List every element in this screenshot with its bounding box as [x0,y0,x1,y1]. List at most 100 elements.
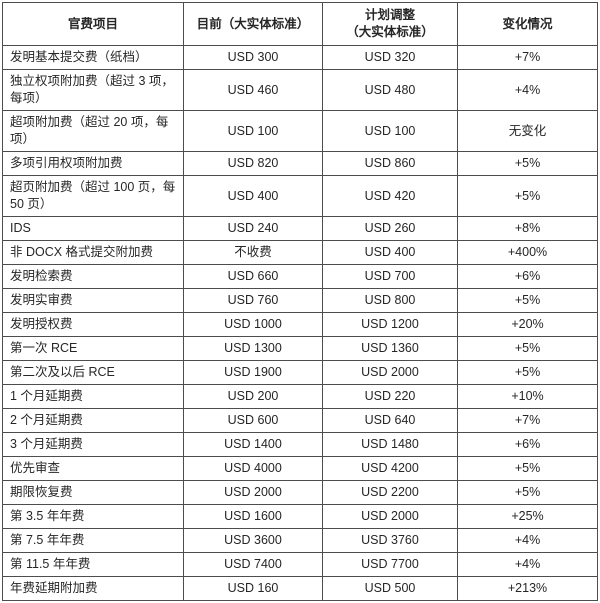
table-row: 第一次 RCE USD 1300 USD 1360 +5% [2,336,598,361]
fee-item-cell: 第 7.5 年年费 [2,528,184,553]
current-fee-cell: USD 1400 [183,432,323,457]
table-row: 超页附加费（超过 100 页，每 50 页） USD 400 USD 420 +5% [2,175,598,217]
fee-table-body: 发明基本提交费（纸档） USD 300 USD 320 +7% 独立权项附加费（超过 3… [2,45,598,601]
header-current-fee: 目前（大实体标准） [183,2,323,46]
current-fee-cell: USD 1300 [183,336,323,361]
current-fee-cell: USD 4000 [183,456,323,481]
current-fee-cell: USD 1600 [183,504,323,529]
planned-fee-cell: USD 260 [322,216,458,241]
fee-item-cell: 超页附加费（超过 100 页，每 50 页） [2,175,184,217]
header-fee-item: 官费项目 [2,2,184,46]
change-cell: +213% [457,576,598,601]
current-fee-cell: USD 100 [183,110,323,152]
table-row: 第 3.5 年年费 USD 1600 USD 2000 +25% [2,504,598,529]
table-row: 发明检索费 USD 660 USD 700 +6% [2,264,598,289]
table-row: 超项附加费（超过 20 项，每项） USD 100 USD 100 无变化 [2,110,598,152]
current-fee-cell: USD 200 [183,384,323,409]
planned-fee-cell: USD 1480 [322,432,458,457]
fee-item-cell: 发明实审费 [2,288,184,313]
fee-item-cell: 发明基本提交费（纸档） [2,45,184,70]
change-cell: +4% [457,552,598,577]
change-cell: +20% [457,312,598,337]
fee-item-cell: 1 个月延期费 [2,384,184,409]
table-row: 独立权项附加费（超过 3 项，每项） USD 460 USD 480 +4% [2,69,598,111]
current-fee-cell: USD 660 [183,264,323,289]
table-row: 3 个月延期费 USD 1400 USD 1480 +6% [2,432,598,457]
planned-fee-cell: USD 500 [322,576,458,601]
current-fee-cell: USD 300 [183,45,323,70]
planned-fee-cell: USD 480 [322,69,458,111]
table-row: 1 个月延期费 USD 200 USD 220 +10% [2,384,598,409]
header-planned-fee: 计划调整 （大实体标准） [322,2,458,46]
planned-fee-cell: USD 1360 [322,336,458,361]
planned-fee-cell: USD 640 [322,408,458,433]
change-cell: +4% [457,528,598,553]
change-cell: +5% [457,336,598,361]
table-row: IDS USD 240 USD 260 +8% [2,216,598,241]
change-cell: +8% [457,216,598,241]
change-cell: 无变化 [457,110,598,152]
table-row: 多项引用权项附加费 USD 820 USD 860 +5% [2,151,598,176]
planned-fee-cell: USD 2200 [322,480,458,505]
planned-fee-cell: USD 320 [322,45,458,70]
fee-item-cell: 非 DOCX 格式提交附加费 [2,240,184,265]
change-cell: +6% [457,432,598,457]
change-cell: +7% [457,408,598,433]
planned-fee-cell: USD 400 [322,240,458,265]
current-fee-cell: USD 760 [183,288,323,313]
planned-fee-cell: USD 100 [322,110,458,152]
fee-item-cell: 第 11.5 年年费 [2,552,184,577]
current-fee-cell: USD 7400 [183,552,323,577]
current-fee-cell: USD 3600 [183,528,323,553]
change-cell: +10% [457,384,598,409]
header-change: 变化情况 [457,2,598,46]
change-cell: +5% [457,151,598,176]
fee-item-cell: 发明检索费 [2,264,184,289]
change-cell: +4% [457,69,598,111]
fee-item-cell: 独立权项附加费（超过 3 项，每项） [2,69,184,111]
planned-fee-cell: USD 800 [322,288,458,313]
change-cell: +5% [457,480,598,505]
fee-item-cell: IDS [2,216,184,241]
change-cell: +5% [457,360,598,385]
planned-fee-cell: USD 420 [322,175,458,217]
table-row: 第 7.5 年年费 USD 3600 USD 3760 +4% [2,528,598,553]
fee-item-cell: 发明授权费 [2,312,184,337]
planned-fee-cell: USD 2000 [322,504,458,529]
table-row: 2 个月延期费 USD 600 USD 640 +7% [2,408,598,433]
planned-fee-cell: USD 220 [322,384,458,409]
fee-item-cell: 2 个月延期费 [2,408,184,433]
table-row: 第 11.5 年年费 USD 7400 USD 7700 +4% [2,552,598,577]
fee-item-cell: 第二次及以后 RCE [2,360,184,385]
fee-item-cell: 第 3.5 年年费 [2,504,184,529]
change-cell: +5% [457,288,598,313]
table-row: 发明授权费 USD 1000 USD 1200 +20% [2,312,598,337]
current-fee-cell: USD 1000 [183,312,323,337]
planned-fee-cell: USD 2000 [322,360,458,385]
current-fee-cell: USD 600 [183,408,323,433]
table-row: 非 DOCX 格式提交附加费 不收费 USD 400 +400% [2,240,598,265]
fee-item-cell: 年费延期附加费 [2,576,184,601]
planned-fee-cell: USD 1200 [322,312,458,337]
current-fee-cell: USD 820 [183,151,323,176]
change-cell: +400% [457,240,598,265]
change-cell: +6% [457,264,598,289]
table-row: 年费延期附加费 USD 160 USD 500 +213% [2,576,598,601]
table-row: 发明基本提交费（纸档） USD 300 USD 320 +7% [2,45,598,70]
fee-item-cell: 超项附加费（超过 20 项，每项） [2,110,184,152]
planned-fee-cell: USD 3760 [322,528,458,553]
current-fee-cell: USD 400 [183,175,323,217]
table-row: 发明实审费 USD 760 USD 800 +5% [2,288,598,313]
change-cell: +5% [457,175,598,217]
current-fee-cell: USD 160 [183,576,323,601]
fee-item-cell: 3 个月延期费 [2,432,184,457]
current-fee-cell: 不收费 [183,240,323,265]
current-fee-cell: USD 1900 [183,360,323,385]
change-cell: +7% [457,45,598,70]
fee-item-cell: 优先审查 [2,456,184,481]
fee-item-cell: 第一次 RCE [2,336,184,361]
current-fee-cell: USD 240 [183,216,323,241]
table-row: 期限恢复费 USD 2000 USD 2200 +5% [2,480,598,505]
change-cell: +5% [457,456,598,481]
